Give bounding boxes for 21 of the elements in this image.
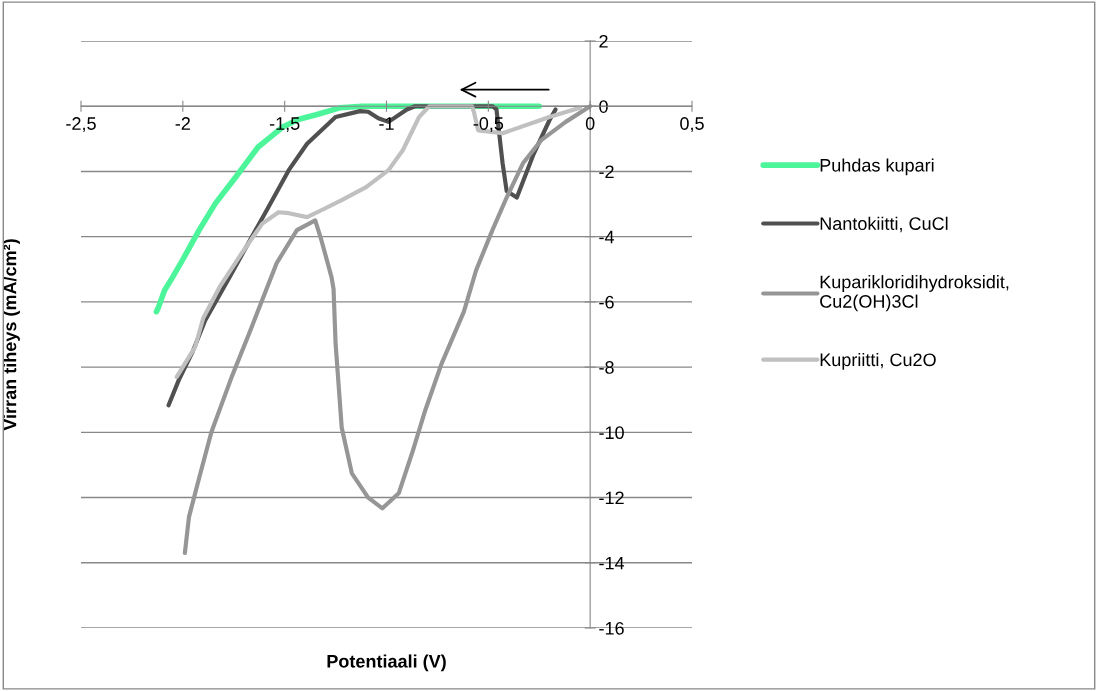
y-tick-label: 0 xyxy=(599,100,608,113)
y-tick-label: -8 xyxy=(599,361,614,374)
legend-label: Kupriitti, Cu2O xyxy=(820,352,936,370)
y-axis-title: Virran tiheys (mA/cm²) xyxy=(3,239,20,431)
legend-label: Nantokiitti, CuCl xyxy=(820,216,948,233)
y-tick-label: -4 xyxy=(599,230,615,244)
y-tick-label: -6 xyxy=(599,295,614,309)
y-tick-label: -14 xyxy=(599,556,625,570)
x-tick-label: 0,5 xyxy=(680,117,704,133)
legend-label: Puhdas kupari xyxy=(820,158,934,176)
y-tick-label: -10 xyxy=(599,426,624,440)
x-tick-label: -2,5 xyxy=(66,117,96,133)
line-series xyxy=(174,104,583,379)
y-tick-label: 2 xyxy=(599,34,608,48)
x-axis-title: Potentiaali (V) xyxy=(327,654,446,672)
y-tick-label: -16 xyxy=(599,621,624,635)
x-tick-label: 0 xyxy=(585,117,595,130)
y-tick-label: -12 xyxy=(599,491,624,505)
x-tick-label: -2 xyxy=(175,117,190,130)
legend-label: Kuparikloridihydroksidit, Cu2(OH)3Cl xyxy=(820,275,1009,312)
y-tick-label: -2 xyxy=(599,165,614,178)
